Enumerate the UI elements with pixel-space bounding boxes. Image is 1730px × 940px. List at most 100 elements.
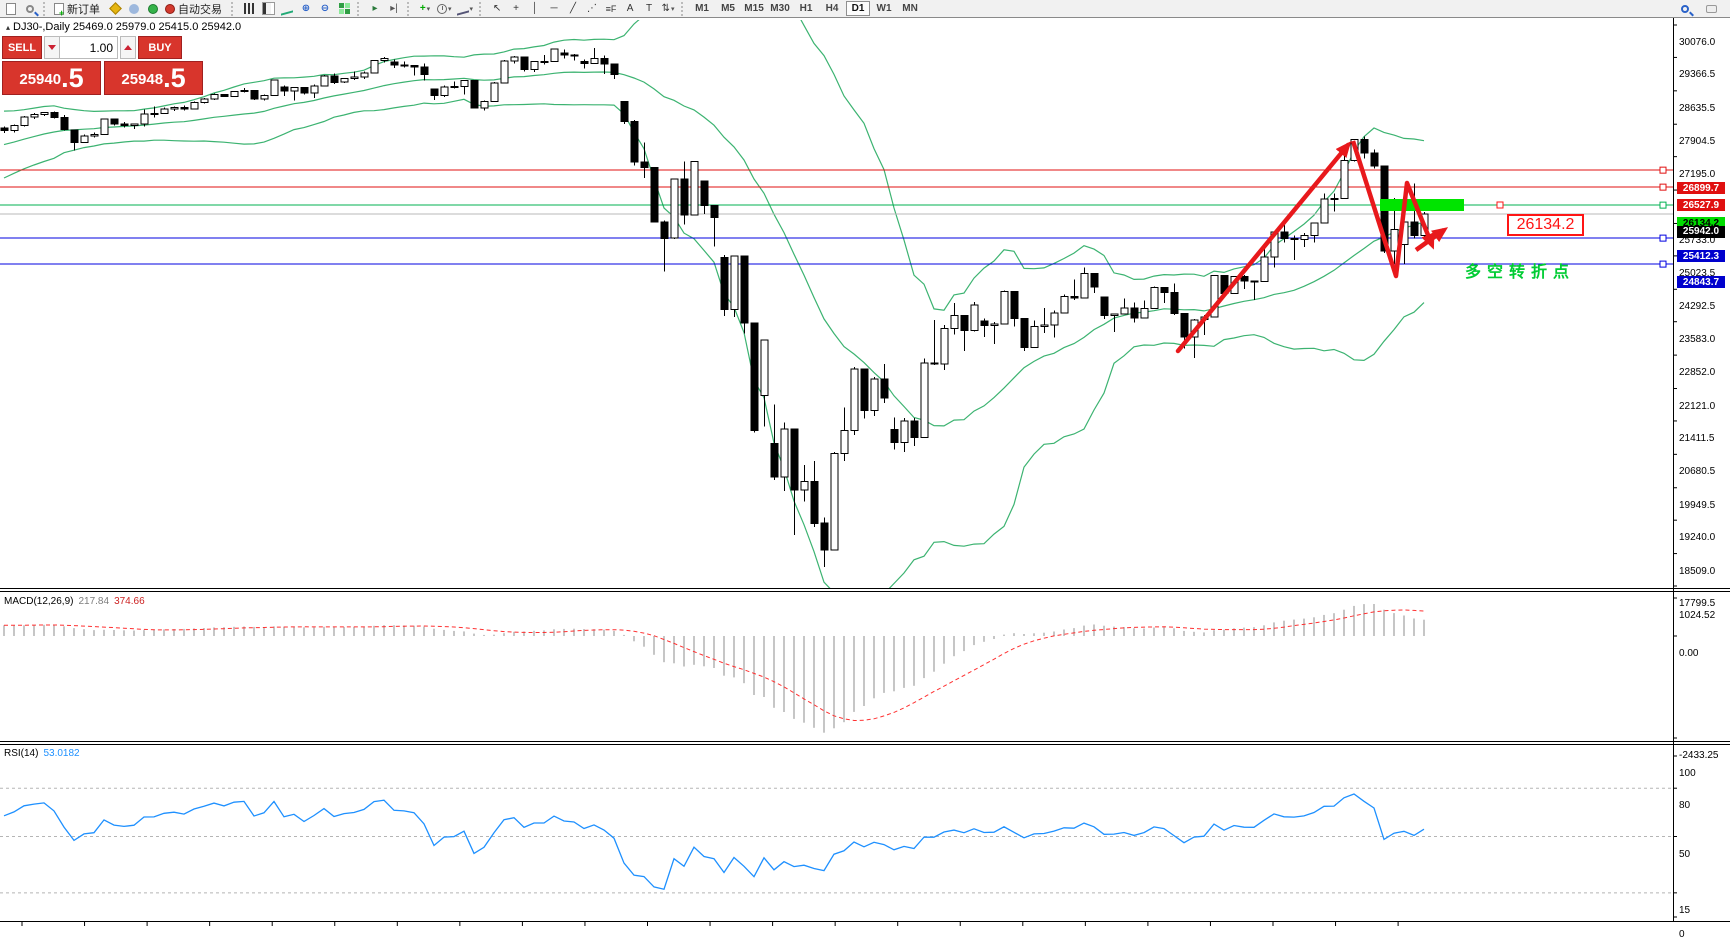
- price-axis-label: 30076.0: [1679, 37, 1716, 48]
- templates-button[interactable]: ▾: [455, 1, 476, 16]
- horizontal-line-tool-button[interactable]: ─: [545, 1, 563, 16]
- price-axis-label: 18509.0: [1679, 565, 1716, 577]
- volume-input[interactable]: [60, 36, 118, 59]
- toolbar-separator: [681, 1, 686, 16]
- text-tool-button[interactable]: A: [621, 1, 639, 16]
- cn-annotation-text[interactable]: 多空转折点: [1465, 264, 1576, 281]
- price-axis-label: -2433.25: [1679, 750, 1719, 761]
- price-axis-label: 24292.5: [1679, 301, 1716, 313]
- price-axis-label: 19949.5: [1679, 499, 1716, 511]
- autotrade-label: 自动交易: [178, 3, 222, 16]
- price-level-badge: 24843.7: [1677, 276, 1725, 289]
- buy-button[interactable]: BUY: [138, 36, 182, 59]
- cursor-icon: ↖: [492, 3, 502, 14]
- candlestick-chart-button[interactable]: [259, 1, 277, 16]
- price-axis-label: 19240.0: [1679, 532, 1716, 544]
- buy-price-display[interactable]: 25948.5: [104, 61, 203, 95]
- chart-area: ▴ DJ30-,Daily 25469.0 25979.0 25415.0 259…: [0, 18, 1730, 940]
- zoom-out-icon: ⊖: [320, 3, 330, 14]
- horizontal-line-icon: ─: [550, 3, 558, 14]
- price-axis-label: 22121.0: [1679, 400, 1716, 412]
- chart-shift-icon: ▸|: [390, 3, 398, 14]
- toolbar: + 新订单 自动交易 ⊕ ⊖ ▸ ▸| + ▾ ▾ ▾ ↖ + │ ─ ╱ ⋰ ≡…: [0, 0, 1730, 18]
- template-icon: [456, 1, 469, 16]
- auto-scroll-icon: ▸: [372, 3, 378, 14]
- zoom-out-button[interactable]: ⊖: [316, 1, 334, 16]
- text-icon: A: [626, 3, 634, 14]
- price-axis-label: 25733.0: [1679, 235, 1716, 247]
- bar-chart-button[interactable]: [240, 1, 258, 16]
- timeframe-m15-button[interactable]: M15: [744, 3, 764, 14]
- clipped-chart-button[interactable]: [2, 1, 20, 16]
- label-tool-button[interactable]: T: [640, 1, 658, 16]
- price-axis-label: 80: [1679, 800, 1691, 812]
- zoom-in-button[interactable]: ⊕: [297, 1, 315, 16]
- chat-button[interactable]: [1702, 1, 1720, 16]
- price-axis-label: 15: [1679, 904, 1691, 916]
- market-watch-button[interactable]: [125, 1, 143, 16]
- price-axis-label: 23583.0: [1679, 333, 1716, 345]
- timeframe-m30-button[interactable]: M30: [770, 3, 790, 14]
- tile-windows-button[interactable]: [335, 1, 353, 16]
- price-annotation-box[interactable]: 26134.2: [1507, 214, 1584, 236]
- auto-scroll-button[interactable]: ▸: [366, 1, 384, 16]
- toolbar-separator: [479, 1, 484, 16]
- chart-canvas[interactable]: [0, 18, 1730, 940]
- toolbar-separator: [231, 1, 236, 16]
- timeframe-h4-button[interactable]: H4: [825, 3, 839, 14]
- new-order-button[interactable]: + 新订单: [52, 1, 105, 17]
- vertical-line-tool-button[interactable]: │: [526, 1, 544, 16]
- price-axis-label: 0.00: [1679, 648, 1699, 659]
- price-level-badge: 25412.3: [1677, 250, 1725, 263]
- fibonacci-tool-button[interactable]: ≡F: [602, 1, 620, 16]
- fibonacci-icon: ≡F: [605, 3, 617, 14]
- toolbar-separator: [43, 1, 48, 16]
- triangle-up-icon: [124, 45, 132, 50]
- periods-button[interactable]: ▾: [435, 1, 454, 16]
- line-chart-button[interactable]: [278, 1, 296, 16]
- autotrade-button[interactable]: 自动交易: [163, 1, 227, 16]
- profile-preview-button[interactable]: [21, 1, 39, 16]
- trendline-tool-button[interactable]: ╱: [564, 1, 582, 16]
- highlight-rect: [1380, 199, 1464, 211]
- price-axis-label: 100: [1679, 768, 1696, 779]
- crosshair-tool-button[interactable]: +: [507, 1, 525, 16]
- indicators-button[interactable]: + ▾: [416, 1, 434, 16]
- price-axis-label: 50: [1679, 848, 1691, 860]
- bar-chart-icon: [243, 3, 255, 14]
- volume-decrease-button[interactable]: [44, 36, 60, 59]
- sell-button[interactable]: SELL: [2, 36, 42, 59]
- news-button[interactable]: [144, 1, 162, 16]
- search-button[interactable]: [1676, 1, 1694, 16]
- price-axis-label: 17799.5: [1679, 598, 1716, 609]
- one-click-trade-panel: SELL BUY 25940.5 25948.5: [2, 36, 210, 95]
- price-level-badge: 26527.9: [1677, 199, 1725, 212]
- rsi-label: RSI(14) 53.0182: [4, 748, 80, 759]
- price-axis-label: 1024.52: [1679, 610, 1716, 621]
- arrows-tool-button[interactable]: ⇅ ▾: [659, 1, 677, 16]
- arrows-icon: ⇅: [661, 3, 670, 14]
- indicators-icon: +: [419, 3, 426, 14]
- preview-magnifier-icon: [26, 4, 34, 13]
- timeframe-h1-button[interactable]: H1: [799, 3, 813, 14]
- volume-increase-button[interactable]: [120, 36, 136, 59]
- timeframe-m1-button[interactable]: M1: [695, 3, 709, 14]
- clock-icon: [437, 3, 447, 14]
- styler-button[interactable]: [106, 1, 124, 16]
- timeframe-mn-button[interactable]: MN: [902, 3, 918, 14]
- timeframe-m5-button[interactable]: M5: [721, 3, 735, 14]
- toolbar-separator: [357, 1, 362, 16]
- channel-tool-button[interactable]: ⋰: [583, 1, 601, 16]
- timeframe-d1-button[interactable]: D1: [846, 1, 871, 16]
- panel-collapse-icon[interactable]: ▴: [6, 23, 11, 32]
- chart-shift-button[interactable]: ▸|: [385, 1, 403, 16]
- chart-icon: [6, 2, 16, 15]
- toolbar-separator: [407, 1, 412, 16]
- sell-price-display[interactable]: 25940.5: [2, 61, 101, 95]
- timeframe-group: M1 M5 M15 M30 H1 H4 D1 W1 MN: [690, 1, 922, 16]
- cursor-tool-button[interactable]: ↖: [488, 1, 506, 16]
- broom-icon: [108, 2, 122, 15]
- signal-icon: [148, 3, 158, 14]
- triangle-down-icon: [48, 45, 56, 50]
- timeframe-w1-button[interactable]: W1: [876, 3, 892, 14]
